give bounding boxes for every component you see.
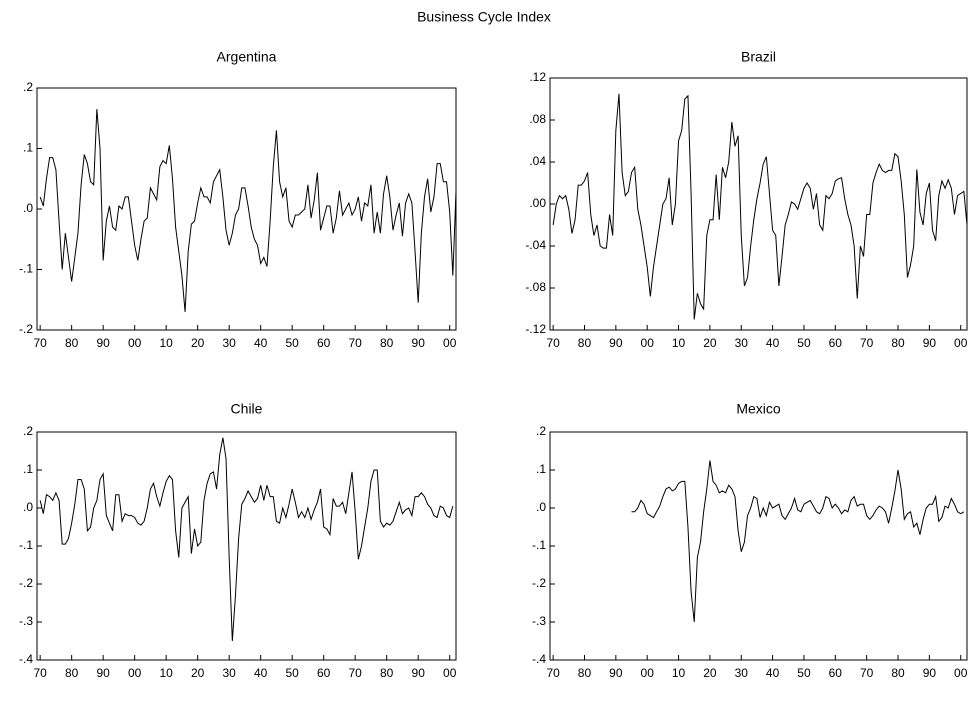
x-tick-label: 00 (128, 666, 142, 680)
x-tick-label: 60 (317, 336, 331, 350)
x-tick-label: 70 (546, 666, 560, 680)
x-tick-label: 70 (33, 336, 47, 350)
y-tick-label: -.1 (19, 262, 33, 276)
x-tick-label: 90 (412, 336, 426, 350)
x-tick-label: 80 (578, 336, 592, 350)
x-tick-label: 50 (797, 666, 811, 680)
x-tick-label: 40 (254, 666, 268, 680)
plot-frame (549, 77, 968, 331)
y-tick-label: .00 (529, 196, 546, 210)
x-tick-label: 70 (860, 666, 874, 680)
x-tick-label: 70 (349, 666, 363, 680)
x-tick-label: 70 (860, 336, 874, 350)
x-tick-label: 40 (766, 336, 780, 350)
x-tick-label: 90 (609, 336, 623, 350)
y-tick-label: -.12 (525, 322, 546, 336)
x-tick-label: 00 (443, 336, 457, 350)
x-tick-label: 90 (96, 666, 110, 680)
y-tick-label: -.08 (525, 280, 546, 294)
x-tick-label: 70 (33, 666, 47, 680)
y-tick-label: .1 (23, 462, 33, 476)
panel-title: Chile (231, 401, 263, 417)
x-tick-label: 80 (891, 336, 905, 350)
x-tick-label: 80 (380, 666, 394, 680)
x-tick-label: 00 (443, 666, 457, 680)
y-tick-label: .0 (536, 500, 546, 514)
x-tick-label: 80 (65, 666, 79, 680)
x-tick-label: 40 (766, 666, 780, 680)
x-tick-label: 20 (191, 336, 205, 350)
panel-title: Argentina (217, 49, 277, 65)
x-tick-label: 00 (641, 666, 655, 680)
y-tick-label: -.1 (19, 538, 33, 552)
panel-title: Brazil (741, 49, 776, 65)
y-tick-label: .1 (536, 462, 546, 476)
series-line (39, 437, 454, 642)
x-tick-label: 60 (829, 666, 843, 680)
x-tick-label: 30 (735, 666, 749, 680)
x-tick-label: 30 (735, 336, 749, 350)
x-tick-label: 10 (672, 666, 686, 680)
x-tick-label: 90 (412, 666, 426, 680)
y-tick-label: .2 (536, 424, 546, 438)
y-tick-label: .12 (529, 70, 546, 84)
x-tick-label: 20 (191, 666, 205, 680)
y-tick-label: -.04 (525, 238, 546, 252)
x-tick-label: 10 (159, 336, 173, 350)
x-tick-label: 80 (65, 336, 79, 350)
x-tick-label: 20 (703, 666, 717, 680)
y-tick-label: .08 (529, 112, 546, 126)
x-tick-label: 10 (159, 666, 173, 680)
x-tick-label: 80 (380, 336, 394, 350)
y-tick-label: -.2 (19, 576, 33, 590)
series-line (552, 93, 968, 320)
y-tick-label: .04 (529, 154, 546, 168)
x-tick-label: 60 (317, 666, 331, 680)
y-tick-label: -.1 (532, 538, 546, 552)
x-tick-label: 30 (222, 666, 236, 680)
plot-frame (36, 431, 457, 661)
x-tick-label: 20 (703, 336, 717, 350)
y-tick-label: -.4 (19, 652, 33, 666)
x-tick-label: 90 (923, 336, 937, 350)
x-tick-label: 50 (797, 336, 811, 350)
x-tick-label: 90 (609, 666, 623, 680)
x-tick-label: 80 (891, 666, 905, 680)
x-tick-label: 00 (641, 336, 655, 350)
x-tick-label: 30 (222, 336, 236, 350)
y-tick-label: -.4 (532, 652, 546, 666)
y-tick-label: .0 (23, 201, 33, 215)
x-tick-label: 00 (128, 336, 142, 350)
x-tick-label: 80 (578, 666, 592, 680)
x-tick-label: 40 (254, 336, 268, 350)
figure-title: Business Cycle Index (417, 9, 551, 25)
x-tick-label: 00 (954, 336, 968, 350)
series-line (631, 460, 965, 623)
x-tick-label: 00 (954, 666, 968, 680)
x-tick-label: 90 (923, 666, 937, 680)
x-tick-label: 50 (286, 336, 300, 350)
y-tick-label: .2 (23, 80, 33, 94)
y-tick-label: -.2 (532, 576, 546, 590)
y-tick-label: -.3 (19, 614, 33, 628)
series-line (39, 109, 457, 312)
x-tick-label: 70 (546, 336, 560, 350)
x-tick-label: 10 (672, 336, 686, 350)
x-tick-label: 70 (349, 336, 363, 350)
x-tick-label: 90 (96, 336, 110, 350)
panel-title: Mexico (736, 401, 781, 417)
x-tick-label: 60 (829, 336, 843, 350)
plot-frame (36, 87, 457, 331)
y-tick-label: -.3 (532, 614, 546, 628)
y-tick-label: -.2 (19, 322, 33, 336)
x-tick-label: 50 (286, 666, 300, 680)
y-tick-label: .0 (23, 500, 33, 514)
y-tick-label: .2 (23, 424, 33, 438)
y-tick-label: .1 (23, 141, 33, 155)
plot-frame (549, 431, 968, 661)
